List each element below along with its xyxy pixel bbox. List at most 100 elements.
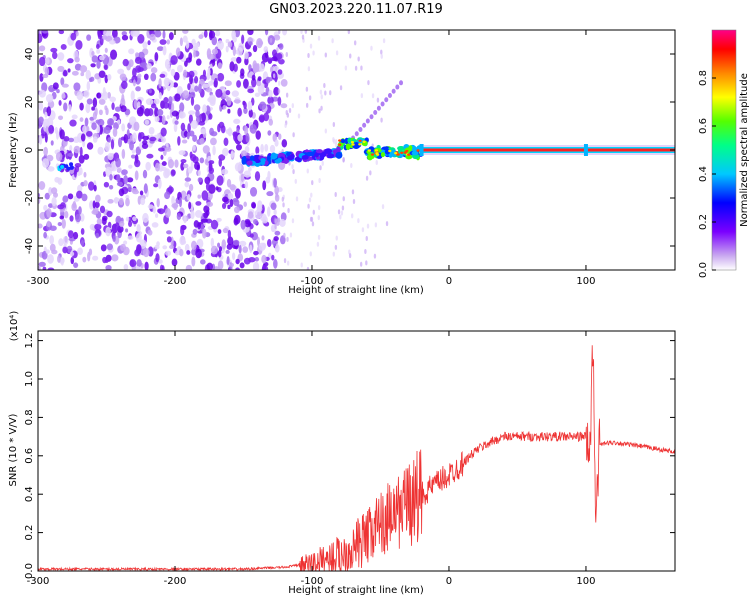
signal-hotspot xyxy=(338,139,342,142)
noise-speckle xyxy=(349,53,352,59)
noise-speckle xyxy=(266,191,274,197)
noise-speckle xyxy=(341,205,345,211)
noise-speckle xyxy=(160,154,164,160)
noise-speckle xyxy=(316,241,320,247)
noise-speckle xyxy=(86,98,93,105)
noise-speckle xyxy=(154,244,160,250)
noise-speckle xyxy=(181,239,187,245)
noise-speckle xyxy=(249,233,254,238)
noise-speckle xyxy=(268,118,273,126)
noise-speckle xyxy=(200,259,206,265)
noise-speckle xyxy=(225,249,230,254)
noise-speckle xyxy=(191,38,196,46)
noise-speckle xyxy=(146,153,154,159)
noise-speckle xyxy=(115,157,121,168)
noise-speckle xyxy=(267,96,274,105)
noise-speckle xyxy=(154,107,159,117)
noise-speckle xyxy=(121,169,128,176)
noise-speckle xyxy=(252,261,260,270)
noise-speckle xyxy=(309,251,312,257)
colorbar-gradient xyxy=(712,30,736,270)
noise-speckle xyxy=(216,217,222,222)
noise-speckle xyxy=(135,86,141,92)
noise-speckle xyxy=(240,150,247,158)
noise-speckle xyxy=(143,183,148,194)
noise-speckle xyxy=(198,83,202,94)
noise-speckle xyxy=(385,221,389,227)
noise-speckle xyxy=(111,102,115,111)
noise-speckle xyxy=(104,141,110,153)
noise-speckle xyxy=(247,211,254,219)
top-y-tick-label: 40 xyxy=(24,48,35,61)
signal-hotspot xyxy=(388,149,392,153)
bottom-y-tick-label: 1.2 xyxy=(24,333,35,349)
noise-speckle xyxy=(57,177,63,185)
colorbar-tick-label: 0.6 xyxy=(698,118,709,134)
top-y-tick-label: -20 xyxy=(24,190,35,206)
noise-speckle xyxy=(205,87,213,93)
noise-speckle xyxy=(254,209,262,219)
noise-speckle xyxy=(166,230,172,235)
noise-speckle xyxy=(95,43,100,50)
noise-speckle xyxy=(61,93,66,99)
noise-speckle xyxy=(181,139,188,144)
noise-speckle xyxy=(117,68,125,75)
noise-speckle xyxy=(197,177,203,183)
noise-speckle xyxy=(360,65,363,71)
noise-speckle xyxy=(81,193,88,202)
noise-speckle xyxy=(61,83,69,88)
noise-speckle xyxy=(281,139,288,148)
bottom-y-tick-label: 0.2 xyxy=(24,525,35,541)
noise-speckle xyxy=(196,164,201,171)
noise-speckle xyxy=(273,177,277,188)
noise-speckle xyxy=(88,200,94,210)
noise-speckle xyxy=(234,188,241,199)
noise-speckle xyxy=(310,192,313,198)
noise-speckle xyxy=(199,157,205,164)
noise-speckle xyxy=(135,146,142,156)
noise-speckle xyxy=(233,199,240,207)
noise-speckle xyxy=(47,203,54,208)
noise-speckle xyxy=(134,249,140,257)
noise-speckle xyxy=(105,264,112,270)
noise-speckle xyxy=(282,202,285,208)
noise-speckle xyxy=(257,200,263,210)
noise-speckle xyxy=(278,133,282,140)
noise-speckle xyxy=(317,205,321,211)
noise-speckle xyxy=(194,210,203,218)
noise-speckle xyxy=(95,194,101,203)
noise-speckle xyxy=(215,88,223,98)
noise-speckle xyxy=(148,89,152,94)
noise-speckle xyxy=(38,223,43,229)
noise-speckle xyxy=(111,30,118,39)
noise-speckle xyxy=(84,117,89,127)
noise-speckle xyxy=(273,209,277,216)
noise-speckle xyxy=(63,136,70,142)
noise-speckle xyxy=(275,192,279,198)
noise-speckle xyxy=(38,116,44,126)
noise-speckle xyxy=(74,56,80,63)
noise-speckle xyxy=(178,197,183,208)
noise-speckle xyxy=(153,98,160,105)
noise-speckle xyxy=(156,133,161,139)
noise-speckle xyxy=(276,53,283,60)
noise-speckle xyxy=(216,175,224,186)
noise-speckle xyxy=(265,176,271,184)
noise-speckle xyxy=(212,145,216,156)
noise-speckle xyxy=(195,42,200,48)
noise-speckle xyxy=(130,90,135,101)
noise-speckle xyxy=(274,218,277,224)
noise-speckle xyxy=(273,34,281,41)
noise-speckle xyxy=(91,55,99,63)
noise-speckle xyxy=(173,71,180,81)
noise-speckle xyxy=(158,147,165,152)
noise-speckle xyxy=(184,181,190,188)
noise-speckle xyxy=(134,159,141,168)
noise-speckle xyxy=(291,103,295,109)
noise-speckle xyxy=(225,45,229,53)
noise-speckle xyxy=(190,96,195,106)
noise-speckle xyxy=(222,147,229,157)
noise-speckle xyxy=(154,213,159,218)
noise-speckle xyxy=(215,186,219,191)
signal-blob xyxy=(60,164,65,169)
